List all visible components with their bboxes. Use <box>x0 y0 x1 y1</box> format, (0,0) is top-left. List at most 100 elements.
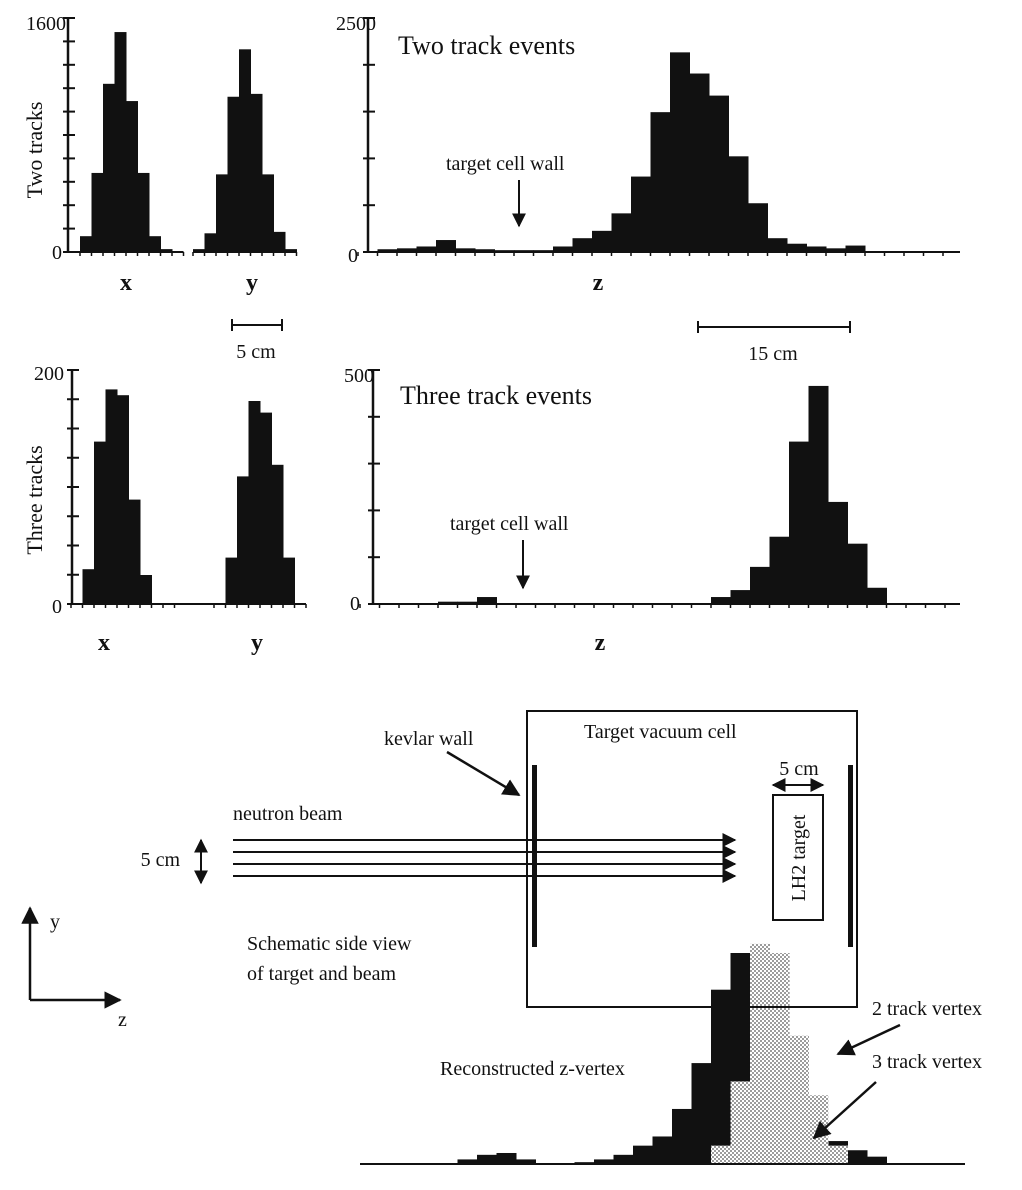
two-z-bar-18 <box>689 73 710 253</box>
panel-two-track-x <box>63 17 185 256</box>
arrow-kevlar-wall <box>446 750 521 797</box>
title-two-track-events: Two track events <box>398 31 575 60</box>
reco-2track-bar-17 <box>672 1108 692 1164</box>
xlabel-three-z: z <box>595 630 606 656</box>
reco-2track-bar-8 <box>496 1152 517 1164</box>
three-y-bar-5 <box>260 412 272 604</box>
reco-3track-bar-21 <box>750 943 770 1164</box>
ytick-three-x-zero: 0 <box>52 596 62 618</box>
ytick-three-z-top: 500 <box>344 365 374 387</box>
reco-2track-bar-16 <box>652 1136 673 1164</box>
scalebar-5cm-label: 5 cm <box>236 341 276 363</box>
neutron-beam-label: neutron beam <box>233 803 343 825</box>
two-x-bar-3 <box>103 83 115 252</box>
two-x-bar-2 <box>91 172 104 252</box>
kevlar-wall-label: kevlar wall <box>384 728 474 750</box>
two-z-bar-4 <box>416 246 437 252</box>
ytick-two-x-zero: 0 <box>52 242 62 264</box>
two-z-bar-6 <box>455 248 476 252</box>
xlabel-two-y: y <box>246 270 258 296</box>
z-axis-label: z <box>118 1009 127 1031</box>
downstream-wall <box>848 765 853 947</box>
lh2-target-box <box>772 794 824 921</box>
two-y-bar-2 <box>204 233 217 252</box>
xlabel-three-x: x <box>98 630 110 656</box>
annotation-target-cell-wall-three: target cell wall <box>450 513 569 535</box>
annotation-target-cell-wall-two: target cell wall <box>446 153 565 175</box>
two-y-bar-4 <box>227 96 240 252</box>
two-y-bar-9 <box>285 249 297 252</box>
two-z-bar-16 <box>650 112 671 252</box>
reco-2track-bar-7 <box>477 1154 497 1164</box>
schematic-caption-line2: of target and beam <box>247 963 396 985</box>
two-z-bar-20 <box>728 156 749 252</box>
two-z-bar-5 <box>436 240 456 252</box>
three-x-bar-6 <box>128 499 141 604</box>
two-z-bar-25 <box>826 248 846 252</box>
three-y-bar-7 <box>283 557 295 604</box>
three-y-bar-4 <box>248 401 261 604</box>
reco-3track-bar-23 <box>789 1035 809 1164</box>
two-y-bar-3 <box>216 174 228 252</box>
reco-3track-bar-22 <box>769 953 790 1164</box>
target-vacuum-cell-label: Target vacuum cell <box>584 721 737 743</box>
panel-two-track-y <box>192 49 298 256</box>
two-z-bar-22 <box>767 238 788 252</box>
two-z-bar-19 <box>709 95 729 252</box>
ytick-three-x-top: 200 <box>34 363 64 385</box>
two-z-bar-7 <box>475 249 495 252</box>
three-y-bar-2 <box>225 557 238 604</box>
two-z-bar-24 <box>806 246 827 252</box>
two-z-bar-17 <box>670 52 690 252</box>
three-x-bar-2 <box>82 569 95 604</box>
reco-2track-bar-9 <box>516 1159 536 1164</box>
two-z-bar-21 <box>748 203 768 252</box>
three-z-bar-23 <box>789 441 809 604</box>
ytick-two-x-top: 1600 <box>26 13 66 35</box>
panel-three-track-y <box>150 401 307 608</box>
two-z-bar-23 <box>787 243 807 252</box>
arrow-3-track-vertex <box>812 1081 877 1140</box>
two-y-bar-5 <box>239 49 251 252</box>
title-three-track-events: Three track events <box>400 381 592 410</box>
two-y-bar-6 <box>250 93 263 252</box>
two-x-bar-6 <box>137 172 150 252</box>
reco-2track-bar-6 <box>457 1159 478 1164</box>
kevlar-wall <box>532 765 537 947</box>
reco-2track-bar-27 <box>867 1156 887 1164</box>
reco-3track-bar-25 <box>828 1145 848 1164</box>
three-x-bar-7 <box>140 575 152 604</box>
panel-three-track-z <box>359 369 960 608</box>
two-x-bar-1 <box>80 236 92 252</box>
three-z-bar-25 <box>828 501 848 604</box>
two-x-bar-8 <box>160 249 173 252</box>
reco-2track-bar-26 <box>847 1150 868 1164</box>
xlabel-three-y: y <box>251 630 263 656</box>
reco-z-title: Reconstructed z-vertex <box>440 1058 625 1080</box>
three-z-bar-22 <box>769 536 790 604</box>
beam-size-label: 5 cm <box>141 849 181 871</box>
xlabel-two-z: z <box>593 270 604 296</box>
two-z-bar-13 <box>592 230 612 252</box>
two-y-bar-7 <box>262 174 274 252</box>
two-y-bar-1 <box>193 249 205 252</box>
schematic-caption-line1: Schematic side view <box>247 933 412 955</box>
two-y-bar-8 <box>273 231 286 252</box>
two-x-bar-7 <box>149 236 161 252</box>
target-size-label: 5 cm <box>779 758 819 780</box>
three-y-bar-6 <box>271 464 284 604</box>
reco-3track-bar-19 <box>711 1145 731 1164</box>
two-z-bar-12 <box>572 238 593 252</box>
reco-2track-bar-19 <box>711 989 731 1164</box>
reco-2track-bar-13 <box>594 1159 614 1164</box>
two-z-bar-26 <box>845 245 866 252</box>
panel-three-track-x <box>67 369 176 608</box>
two-z-bar-11 <box>553 246 573 252</box>
reco-3track-bar-20 <box>730 1081 751 1164</box>
three-z-bar-20 <box>730 590 751 604</box>
three-z-bar-24 <box>808 385 829 604</box>
scalebar-15cm <box>697 321 851 333</box>
reco-2track-bar-18 <box>691 1063 712 1164</box>
three-z-bar-7 <box>477 597 497 604</box>
